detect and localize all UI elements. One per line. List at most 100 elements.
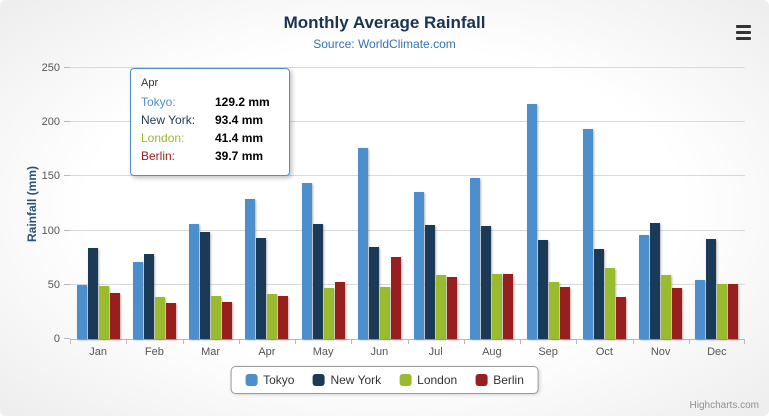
bar-london-jan[interactable] xyxy=(98,286,109,339)
bar-new-york-apr[interactable] xyxy=(256,237,267,339)
gridline xyxy=(70,67,745,68)
bar-berlin-aug[interactable] xyxy=(503,273,514,339)
legend-item-tokyo[interactable]: Tokyo xyxy=(245,373,294,387)
bar-tokyo-sep[interactable] xyxy=(526,104,537,339)
y-axis-label: 150 xyxy=(41,170,60,183)
legend-symbol xyxy=(312,374,325,386)
bar-london-may[interactable] xyxy=(323,288,334,339)
tooltip-row: Berlin: 39.7 mm xyxy=(141,149,279,163)
bar-new-york-jun[interactable] xyxy=(368,247,379,339)
bar-berlin-sep[interactable] xyxy=(559,287,570,339)
legend-symbol xyxy=(245,374,258,386)
bar-new-york-jan[interactable] xyxy=(87,248,98,339)
bar-new-york-oct[interactable] xyxy=(593,248,604,339)
bar-london-oct[interactable] xyxy=(604,268,615,339)
legend-item-london[interactable]: London xyxy=(399,373,457,387)
bar-tokyo-jun[interactable] xyxy=(357,148,368,339)
bar-tokyo-oct[interactable] xyxy=(582,128,593,339)
bar-berlin-dec[interactable] xyxy=(728,283,739,339)
tooltip-series-name: New York: xyxy=(141,113,196,127)
bar-new-york-mar[interactable] xyxy=(200,232,211,339)
x-axis-tick xyxy=(70,339,71,344)
y-axis-tick xyxy=(64,175,70,177)
bar-berlin-feb[interactable] xyxy=(165,303,176,339)
y-axis-tick xyxy=(64,121,70,123)
bar-london-dec[interactable] xyxy=(717,283,728,339)
bar-london-feb[interactable] xyxy=(154,296,165,339)
bar-london-aug[interactable] xyxy=(492,274,503,339)
bar-berlin-jun[interactable] xyxy=(390,257,401,339)
bar-tokyo-feb[interactable] xyxy=(132,261,143,339)
x-axis-tick xyxy=(351,339,353,344)
x-axis-tick xyxy=(407,339,409,344)
column-group-mar xyxy=(183,68,239,339)
x-axis-label: Sep xyxy=(538,346,558,358)
tooltip-rows: Tokyo: 129.2 mm New York: 93.4 mm London: 41.… xyxy=(141,95,279,163)
legend-label: Tokyo xyxy=(263,373,295,387)
tooltip: Apr Tokyo: 129.2 mm New York: 93.4 mm London… xyxy=(130,68,290,176)
bar-tokyo-mar[interactable] xyxy=(189,223,200,339)
bar-berlin-jul[interactable] xyxy=(447,276,458,339)
bar-berlin-nov[interactable] xyxy=(672,288,683,339)
x-axis-label: Oct xyxy=(595,346,613,358)
bar-london-apr[interactable] xyxy=(267,294,278,339)
column-group-oct xyxy=(576,68,632,339)
bar-tokyo-may[interactable] xyxy=(301,182,312,339)
x-axis-label: Aug xyxy=(482,346,502,358)
bar-tokyo-nov[interactable] xyxy=(639,235,650,339)
bar-new-york-feb[interactable] xyxy=(143,253,154,339)
x-axis-label: Apr xyxy=(258,346,276,358)
y-axis-tick xyxy=(64,283,70,285)
bar-new-york-aug[interactable] xyxy=(481,225,492,339)
bar-berlin-apr[interactable] xyxy=(278,295,289,339)
y-axis-tick xyxy=(64,338,70,339)
legend-item-new-york[interactable]: New York xyxy=(312,373,381,387)
chart-title: Monthly Average Rainfall xyxy=(283,13,486,32)
export-menu-button[interactable] xyxy=(729,20,757,44)
bar-berlin-oct[interactable] xyxy=(615,296,626,339)
legend-item-berlin[interactable]: Berlin xyxy=(475,373,524,387)
legend-symbol xyxy=(399,374,412,386)
x-axis-label: Jun xyxy=(370,346,389,358)
x-axis-label: May xyxy=(312,346,334,358)
bar-london-jul[interactable] xyxy=(436,275,447,339)
chart-subtitle: Source: WorldClimate.com xyxy=(313,37,456,51)
bar-tokyo-jan[interactable] xyxy=(76,284,87,339)
bar-new-york-nov[interactable] xyxy=(650,223,661,339)
x-axis-tick xyxy=(688,339,690,344)
bar-tokyo-aug[interactable] xyxy=(470,178,481,339)
x-axis-tick xyxy=(295,339,296,344)
tooltip-row: Tokyo: 129.2 mm xyxy=(141,95,279,109)
y-axis-tick xyxy=(64,67,70,68)
bar-new-york-sep[interactable] xyxy=(537,240,548,339)
tooltip-category: Apr xyxy=(141,77,159,89)
x-axis-tick xyxy=(744,339,745,344)
x-axis-label: Jul xyxy=(428,346,443,358)
column-group-jan xyxy=(70,68,126,339)
bar-tokyo-dec[interactable] xyxy=(695,280,706,339)
gridline xyxy=(70,229,745,231)
column-group-sep xyxy=(520,68,576,339)
bar-berlin-mar[interactable] xyxy=(222,301,233,339)
bar-tokyo-jul[interactable] xyxy=(414,192,425,339)
credits-link[interactable]: Highcharts.com xyxy=(689,400,759,411)
bar-london-mar[interactable] xyxy=(211,296,222,339)
bar-tokyo-apr[interactable] xyxy=(245,198,256,339)
hamburger-menu-icon xyxy=(735,24,751,40)
bar-london-jun[interactable] xyxy=(379,286,390,339)
x-axis-label: Dec xyxy=(707,346,727,358)
bar-new-york-dec[interactable] xyxy=(706,238,717,339)
y-axis-label: 50 xyxy=(47,278,60,291)
tooltip-row: New York: 93.4 mm xyxy=(141,113,279,127)
column-group-may xyxy=(295,68,351,339)
bar-london-sep[interactable] xyxy=(548,282,559,339)
bar-berlin-may[interactable] xyxy=(334,281,345,339)
bar-new-york-jul[interactable] xyxy=(425,225,436,339)
bar-london-nov[interactable] xyxy=(661,274,672,339)
bar-new-york-may[interactable] xyxy=(312,224,323,339)
legend-label: New York xyxy=(330,373,382,387)
y-axis-label: 100 xyxy=(41,224,60,237)
bar-berlin-jan[interactable] xyxy=(109,293,120,339)
y-axis-label: 0 xyxy=(53,333,60,345)
column-group-aug xyxy=(464,68,520,339)
